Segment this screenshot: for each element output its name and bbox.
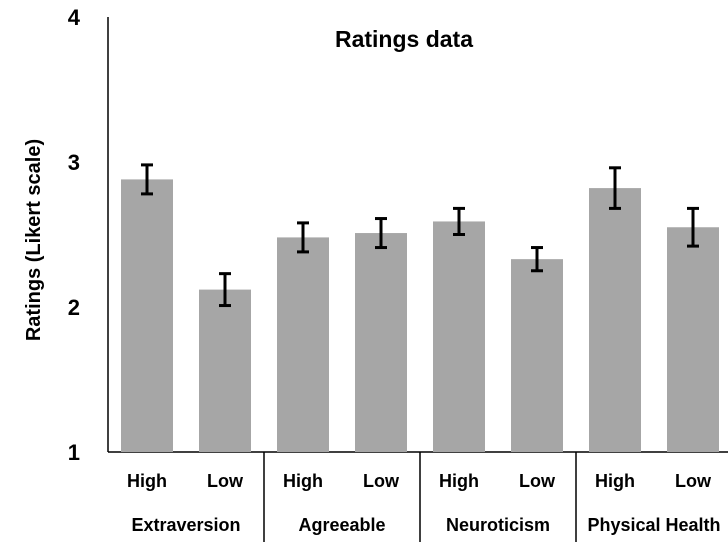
error-bar <box>687 206 699 248</box>
x-category-label: High <box>283 471 323 491</box>
x-group-label: Extraversion <box>131 515 240 535</box>
bar-agreeable-low <box>355 233 407 452</box>
x-category-label: High <box>127 471 167 491</box>
y-tick-labels: 1 2 3 4 <box>68 5 81 465</box>
bar-neuroticism-high <box>433 221 485 452</box>
bar-physical-health-low <box>667 227 719 452</box>
error-bars-layer <box>141 163 699 308</box>
x-category-label: High <box>439 471 479 491</box>
x-category-label: Low <box>363 471 400 491</box>
x-category-label: Low <box>519 471 556 491</box>
bars-layer <box>121 179 719 452</box>
x-group-label: Neuroticism <box>446 515 550 535</box>
x-group-label: Agreeable <box>298 515 385 535</box>
chart-title: Ratings data <box>335 26 473 52</box>
y-tick-label: 4 <box>68 5 81 30</box>
x-category-label: Low <box>207 471 244 491</box>
error-bar <box>609 166 621 210</box>
error-bar <box>531 246 543 273</box>
error-bar <box>375 217 387 250</box>
bar-extraversion-high <box>121 179 173 452</box>
error-bar <box>453 206 465 236</box>
y-tick-label: 2 <box>68 295 80 320</box>
x-category-labels: High Low High Low High Low High Low <box>127 471 712 491</box>
y-tick-label: 1 <box>68 440 80 465</box>
bar-neuroticism-low <box>511 259 563 452</box>
bar-agreeable-high <box>277 237 329 452</box>
x-group-label: Physical Health <box>587 515 720 535</box>
y-axis-label: Ratings (Likert scale) <box>23 139 45 341</box>
error-bar <box>297 221 309 254</box>
x-category-label: Low <box>675 471 712 491</box>
x-group-labels: Extraversion Agreeable Neuroticism Physical… <box>131 452 721 542</box>
bar-extraversion-low <box>199 289 251 452</box>
error-bar <box>141 163 153 196</box>
x-category-label: High <box>595 471 635 491</box>
y-tick-label: 3 <box>68 150 80 175</box>
bar-physical-health-high <box>589 188 641 452</box>
error-bar <box>219 272 231 308</box>
